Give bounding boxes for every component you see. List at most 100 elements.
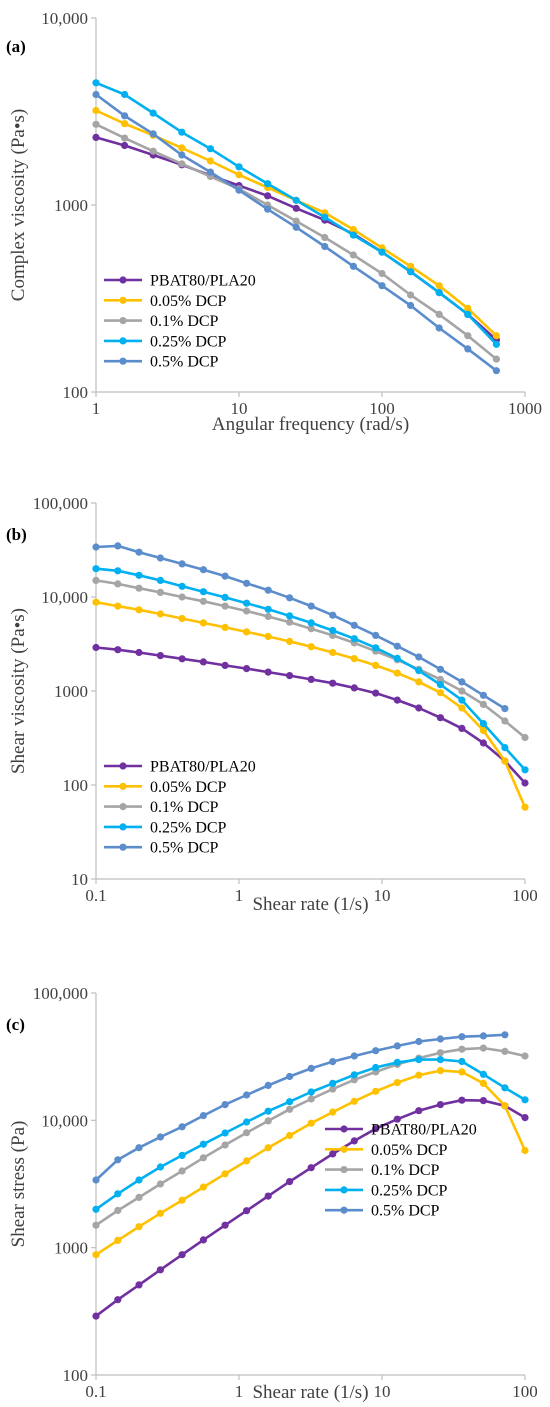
x-tick-label: 100 <box>512 886 538 905</box>
data-point <box>199 658 207 666</box>
data-point <box>199 597 207 605</box>
data-point <box>393 669 401 677</box>
x-tick-label: 1 <box>235 886 244 905</box>
data-point <box>292 223 300 231</box>
data-point <box>464 310 472 318</box>
data-point <box>114 1206 122 1215</box>
data-point <box>464 332 472 340</box>
data-point <box>479 720 487 728</box>
series-pbat80-pla20 <box>92 643 529 787</box>
y-tick-label: 1000 <box>54 682 88 701</box>
data-point <box>436 665 444 673</box>
data-point <box>372 1047 380 1055</box>
x-axis-title: Shear rate (1/s) <box>252 894 368 915</box>
data-point <box>464 304 472 312</box>
data-point <box>372 1125 380 1133</box>
x-axis-title: Shear rate (1/s) <box>252 1382 368 1403</box>
data-point <box>92 1312 100 1320</box>
data-point <box>292 196 300 204</box>
data-point <box>349 251 357 259</box>
data-point <box>92 1176 100 1184</box>
legend: PBAT80/PLA20 0.05% DCP 0.1% DCP 0.25% DCP 0.… <box>325 1122 477 1220</box>
data-point <box>286 637 294 646</box>
data-point <box>521 803 529 811</box>
data-point <box>415 653 423 661</box>
x-tick-label: 0.1 <box>85 886 106 905</box>
data-point <box>221 1101 229 1109</box>
data-point <box>436 1049 444 1057</box>
data-point <box>114 1296 122 1304</box>
data-point <box>292 204 300 212</box>
x-tick-label: 1 <box>92 399 101 418</box>
y-tick-label: 100,000 <box>33 984 88 1003</box>
data-point <box>436 1035 444 1043</box>
data-point <box>178 1151 186 1159</box>
data-point <box>393 654 401 663</box>
data-point <box>286 1131 294 1140</box>
data-point <box>458 1033 466 1041</box>
data-point <box>235 163 243 171</box>
data-point <box>121 90 129 99</box>
series-line <box>95 1033 505 1181</box>
data-point <box>501 705 509 713</box>
data-point <box>458 724 466 733</box>
legend-swatch-marker <box>340 1125 348 1133</box>
panel-c: 100 1000 10,000 100,000 0.1 1 10 100 Shear rate … <box>6 984 538 1403</box>
legend-swatch-marker <box>340 1166 348 1174</box>
legend-label: 0.1% DCP <box>371 1162 440 1179</box>
data-point <box>178 1123 186 1131</box>
data-point <box>307 1164 315 1172</box>
legend-label: 0.25% DCP <box>150 819 227 836</box>
data-point <box>243 1091 251 1099</box>
legend-label: 0.05% DCP <box>371 1142 448 1159</box>
legend-swatch-marker <box>119 823 127 831</box>
data-point <box>178 144 186 152</box>
data-point <box>393 1079 401 1087</box>
data-point <box>479 726 487 735</box>
data-point <box>350 1097 358 1105</box>
data-point <box>235 171 243 179</box>
data-point <box>243 628 251 636</box>
data-point <box>206 157 214 165</box>
legend: PBAT80/PLA20 0.05% DCP 0.1% DCP 0.25% DCP 0.… <box>104 759 256 857</box>
data-point <box>92 133 100 141</box>
data-point <box>501 717 509 725</box>
data-point <box>178 151 186 159</box>
data-point <box>92 643 100 652</box>
y-tick-label: 100,000 <box>33 494 88 513</box>
legend-label: 0.5% DCP <box>150 840 219 857</box>
data-point <box>492 332 500 340</box>
data-point <box>114 646 122 654</box>
data-point <box>436 1067 444 1075</box>
data-point <box>264 1144 272 1152</box>
data-point <box>329 1108 337 1116</box>
data-point <box>436 1056 444 1064</box>
data-point <box>114 1190 122 1198</box>
data-point <box>121 141 129 150</box>
data-point <box>114 542 122 550</box>
series-0-25-dcp <box>92 1056 529 1213</box>
data-point <box>479 1032 487 1040</box>
legend-swatch-marker <box>119 782 127 790</box>
data-point <box>435 289 443 297</box>
data-point <box>156 588 164 597</box>
data-point <box>329 626 337 635</box>
data-point <box>436 681 444 689</box>
legend-swatch-marker <box>119 337 127 345</box>
data-point <box>178 160 186 168</box>
y-axis-title: Shear stress (Pa) <box>8 1121 29 1248</box>
series-0-05-dcp <box>92 1067 529 1259</box>
data-point <box>458 1045 466 1053</box>
y-tick-label: 10,000 <box>41 588 88 607</box>
data-point <box>521 766 529 774</box>
data-point <box>92 106 100 115</box>
y-tick-label: 100 <box>63 1366 89 1385</box>
series-pbat80-pla20 <box>92 1096 529 1320</box>
data-point <box>221 1141 229 1149</box>
data-point <box>372 1087 380 1095</box>
data-point <box>350 1052 358 1060</box>
x-tick-label: 100 <box>369 399 395 418</box>
data-point <box>156 1163 164 1171</box>
data-point <box>221 593 229 602</box>
data-point <box>436 1101 444 1109</box>
